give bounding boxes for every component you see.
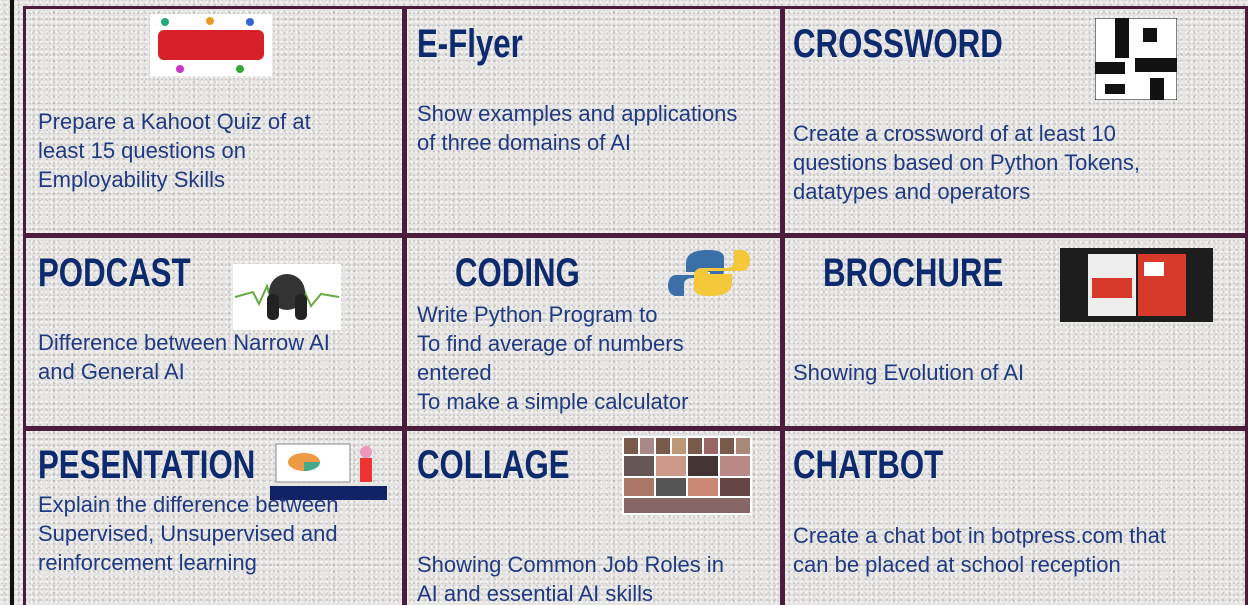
text-line: Employability Skills: [38, 167, 226, 192]
cell-body: Explain the difference between Supervised…: [38, 490, 338, 577]
cell-body: Difference between Narrow AI and General …: [38, 328, 330, 386]
cell-title: CROSSWORD: [793, 22, 1003, 66]
quiz-image: [150, 14, 272, 76]
cell-title: CHATBOT: [793, 443, 944, 487]
cell-body: Create a chat bot in botpress.com that ca…: [793, 521, 1166, 579]
cell-body: Create a crossword of at least 10 questio…: [793, 119, 1140, 206]
text-line: of three domains of AI: [417, 130, 632, 155]
python-logo: [668, 250, 750, 296]
cell-frame: [402, 6, 785, 238]
crossword-image: [1095, 18, 1177, 100]
text-line: Showing Evolution of AI: [793, 360, 1025, 385]
cell-title: PESENTATION: [38, 443, 256, 487]
text-line: Prepare a Kahoot Quiz of at: [38, 109, 311, 134]
cell-title: BROCHURE: [823, 251, 1004, 295]
cell-title: CODING: [455, 251, 580, 295]
left-edge: [10, 0, 14, 605]
text-line: can be placed at school reception: [793, 552, 1121, 577]
presentation-image: [270, 443, 387, 500]
cell-body: Showing Evolution of AI: [793, 358, 1024, 387]
cell-frame: [23, 6, 407, 238]
text-line: questions based on Python Tokens,: [793, 150, 1140, 175]
text-line: Explain the difference between: [38, 492, 339, 517]
text-line: and General AI: [38, 359, 185, 384]
cell-body: Showing Common Job Roles in AI and essent…: [417, 550, 724, 605]
text-line: Create a crossword of at least 10: [793, 121, 1116, 146]
text-line: Write Python Program to: [417, 302, 658, 327]
text-line: datatypes and operators: [793, 179, 1031, 204]
text-line: Supervised, Unsupervised and: [38, 521, 338, 546]
text-line: Show examples and applications: [417, 101, 738, 126]
cell-frame: [402, 233, 785, 431]
text-line: reinforcement learning: [38, 550, 257, 575]
text-line: Difference between Narrow AI: [38, 330, 330, 355]
cell-title: COLLAGE: [417, 443, 570, 487]
cell-frame: [402, 426, 785, 605]
podcast-image: [233, 264, 341, 330]
cell-title: E-Flyer: [417, 22, 523, 66]
text-line: least 15 questions on: [38, 138, 246, 163]
text-line: entered: [417, 360, 492, 385]
cell-frame: [780, 6, 1248, 238]
text-line: Showing Common Job Roles in: [417, 552, 724, 577]
cell-body: Show examples and applications of three d…: [417, 99, 737, 157]
text-line: To find average of numbers: [417, 331, 684, 356]
text-line: AI and essential AI skills: [417, 581, 654, 605]
cell-frame: [23, 233, 407, 431]
text-line: Create a chat bot in botpress.com that: [793, 523, 1166, 548]
cell-frame: [780, 426, 1248, 605]
brochure-image: [1060, 248, 1213, 322]
cell-frame: [780, 233, 1248, 431]
cell-frame: [23, 426, 407, 605]
text-line: To make a simple calculator: [417, 389, 689, 414]
cell-title: PODCAST: [38, 251, 191, 295]
cell-body: Write Python Program to To find average o…: [417, 300, 688, 416]
collage-image: [622, 436, 752, 515]
cell-body: Prepare a Kahoot Quiz of at least 15 ques…: [38, 107, 311, 194]
